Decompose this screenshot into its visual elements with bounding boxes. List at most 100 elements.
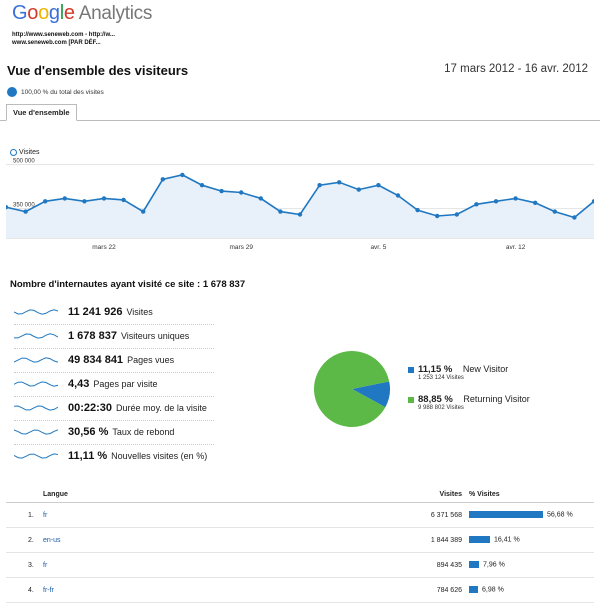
site-visitor-count: Nombre d'internautes ayant visité ce sit… [10, 279, 246, 290]
percent-bar [469, 561, 479, 569]
col-langue[interactable]: Langue [42, 486, 417, 503]
data-point [278, 209, 283, 214]
metric-row[interactable]: 00:22:30 Durée moy. de la visite [14, 398, 207, 418]
data-point [82, 199, 87, 204]
data-point [141, 209, 146, 214]
metric-label: Nouvelles visites (en %) [111, 451, 208, 461]
table-row[interactable]: 3. fr 894 435 7,96 % [6, 552, 594, 578]
x-tick-label: mars 22 [92, 244, 116, 251]
row-visits: 1 844 389 [417, 527, 468, 553]
visits-area [6, 174, 594, 238]
sparkline-icon [14, 453, 58, 459]
row-visits: 784 626 [417, 577, 468, 603]
data-point [454, 212, 459, 217]
table-row[interactable]: 4. fr-fr 784 626 6,98 % [6, 577, 594, 603]
pie-slice-returning-visitor [313, 351, 390, 428]
tab-bar: Vue d'ensemble [0, 104, 600, 121]
visitor-type-pie[interactable] [312, 349, 392, 429]
table-row[interactable]: 1. fr 6 371 568 56,68 % [6, 502, 594, 528]
visits-line-chart[interactable]: 500 000 350 000 mars 22 mars 29 avr. 5 avr. 1… [6, 140, 594, 260]
logo-letter: G [12, 2, 28, 24]
metric-label: Visites [126, 307, 153, 317]
metric-row[interactable]: 11,11 % Nouvelles visites (en %) [14, 446, 207, 466]
metric-row[interactable]: 1 678 837 Visiteurs uniques [14, 326, 189, 346]
legend-count: 9 988 802 Visites [418, 405, 464, 411]
row-percent-cell: 16,41 % [468, 527, 594, 553]
legend-swatch [408, 396, 414, 403]
metric-divider [14, 444, 214, 445]
date-range[interactable]: 17 mars 2012 - 16 avr. 2012 [444, 63, 588, 75]
profile-url-1[interactable]: http://www.seneweb.com - http://w... [12, 32, 115, 38]
row-percent: 6,98 % [482, 586, 504, 594]
logo-letter: o [38, 2, 49, 24]
logo-letter: l [59, 2, 64, 24]
table-row[interactable]: 2. en-us 1 844 389 16,41 % [6, 527, 594, 553]
data-point [6, 205, 9, 210]
metric-row[interactable]: 11 241 926 Visites [14, 302, 153, 322]
data-point [356, 187, 361, 192]
metric-row[interactable]: 30,56 % Taux de rebond [14, 422, 174, 442]
row-percent: 16,41 % [494, 536, 520, 544]
pie-slice-new-visitor [352, 381, 390, 408]
legend-percent: 11,15 % [418, 364, 453, 375]
y-tick-label: 500 000 [13, 159, 35, 165]
x-tick-label: avr. 5 [370, 244, 386, 251]
x-tick-label: mars 29 [229, 244, 253, 251]
sparkline-icon [14, 429, 58, 435]
data-point [552, 209, 557, 214]
legend-name: New Visitor [460, 364, 509, 374]
metric-value: 11,11 % [68, 450, 108, 462]
percent-bar [469, 511, 543, 519]
tab-overview[interactable]: Vue d'ensemble [6, 104, 77, 121]
col-visites[interactable]: Visites [417, 486, 468, 503]
data-point [317, 183, 322, 188]
row-language-link[interactable]: fr [42, 502, 417, 528]
data-point [219, 188, 224, 194]
row-language-link[interactable]: en-us [42, 527, 417, 553]
x-tick-label: avr. 12 [506, 244, 526, 251]
legend-label: Visites [19, 149, 40, 156]
metric-value: 4,43 [68, 378, 90, 390]
sparkline-icon [14, 333, 58, 339]
row-percent-cell: 7,96 % [468, 552, 594, 578]
data-point [337, 180, 342, 185]
metric-row[interactable]: 4,43 Pages par visite [14, 374, 157, 394]
pie-legend-item[interactable]: 11,15 % New Visitor 1 253 124 Visites [408, 364, 508, 381]
pie-legend-item[interactable]: 88,85 % Returning Visitor 9 988 802 Visit… [408, 394, 530, 411]
row-rank: 1. [6, 502, 42, 528]
logo-letter: e [63, 2, 75, 24]
metric-label: Visiteurs uniques [120, 331, 190, 341]
row-rank: 3. [6, 552, 42, 578]
metric-label: Taux de rebond [112, 427, 175, 437]
profile-url-2[interactable]: www.seneweb.com [PAR DÉF... [12, 40, 101, 46]
sparkline-icon [14, 309, 58, 315]
data-point [297, 212, 303, 217]
metric-label: Durée moy. de la visite [116, 403, 207, 413]
data-point [591, 199, 594, 204]
row-language-link[interactable]: fr-fr [42, 577, 417, 603]
data-point [513, 196, 518, 201]
logo-letter: g [48, 2, 60, 24]
data-point [239, 190, 244, 195]
language-table: Langue Visites % Visites 1. fr 6 371 568 56… [6, 486, 594, 603]
sparkline-icon [14, 357, 58, 363]
row-percent-cell: 56,68 % [468, 502, 594, 528]
metric-divider [14, 324, 214, 325]
data-point [160, 177, 165, 182]
data-point [474, 202, 479, 207]
y-tick-label: 350 000 [13, 203, 35, 209]
row-language-link[interactable]: fr [42, 552, 417, 578]
legend-name: Returning Visitor [460, 394, 530, 404]
logo-letter: o [27, 2, 39, 24]
legend-swatch [408, 366, 414, 373]
metric-row[interactable]: 49 834 841 Pages vues [14, 350, 174, 370]
col-pct-visites[interactable]: % Visites [468, 486, 594, 503]
table-header-row: Langue Visites % Visites [6, 486, 594, 503]
metric-divider [14, 348, 214, 349]
sparkline-icon [14, 381, 58, 387]
data-point [62, 196, 67, 201]
data-point [101, 196, 107, 201]
row-visits: 894 435 [417, 552, 468, 578]
metric-value: 00:22:30 [68, 402, 113, 414]
row-rank: 4. [6, 577, 42, 603]
